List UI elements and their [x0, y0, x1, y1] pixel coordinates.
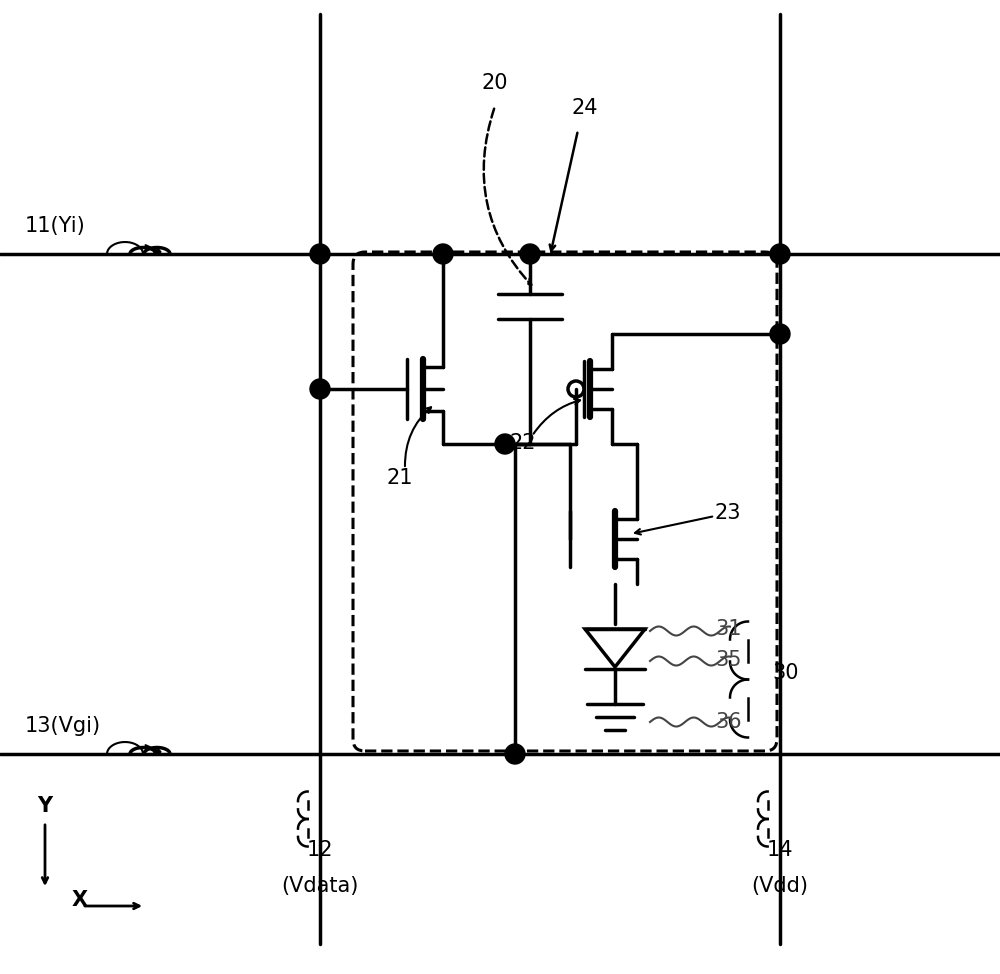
- Text: 35: 35: [715, 650, 742, 670]
- Text: X: X: [72, 890, 88, 910]
- Text: 11(Yi): 11(Yi): [25, 216, 86, 236]
- Text: 12: 12: [307, 840, 333, 860]
- Text: 14: 14: [767, 840, 793, 860]
- Text: Y: Y: [37, 796, 53, 816]
- Circle shape: [520, 244, 540, 264]
- Text: 23: 23: [715, 503, 742, 523]
- Text: 13(Vgi): 13(Vgi): [25, 716, 101, 736]
- Text: (Vdd): (Vdd): [752, 876, 808, 896]
- Text: 24: 24: [572, 98, 598, 118]
- Circle shape: [505, 744, 525, 764]
- Circle shape: [433, 244, 453, 264]
- Text: 31: 31: [715, 619, 742, 639]
- Text: 20: 20: [482, 73, 508, 93]
- Text: 30: 30: [772, 663, 798, 683]
- Text: 21: 21: [387, 468, 413, 488]
- Text: 36: 36: [715, 712, 742, 732]
- Circle shape: [310, 379, 330, 399]
- Circle shape: [495, 434, 515, 454]
- Text: 22: 22: [510, 433, 536, 453]
- Circle shape: [310, 244, 330, 264]
- Circle shape: [770, 324, 790, 344]
- Text: (Vdata): (Vdata): [281, 876, 359, 896]
- Circle shape: [770, 244, 790, 264]
